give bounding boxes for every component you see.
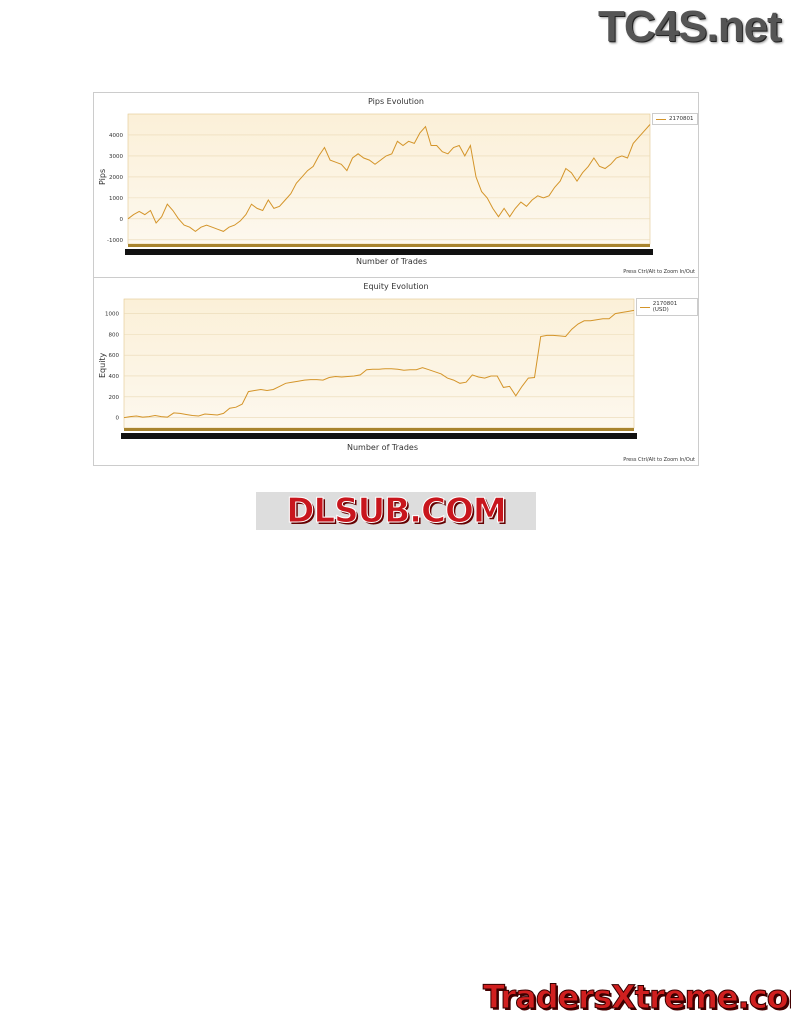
tc4s-logo: TC4S.net bbox=[598, 2, 782, 51]
y-tick-label: 3000 bbox=[109, 154, 123, 160]
y-tick-label: 1000 bbox=[109, 196, 123, 202]
chart-title: Equity Evolution bbox=[363, 282, 429, 291]
y-tick-label: 1000 bbox=[105, 312, 119, 318]
legend-label: 2170801 bbox=[669, 116, 694, 122]
chart-title: Pips Evolution bbox=[368, 97, 424, 106]
legend-swatch bbox=[656, 118, 666, 120]
y-tick-label: 2000 bbox=[109, 175, 123, 181]
series-line bbox=[123, 309, 635, 419]
y-tick-label: -1000 bbox=[107, 238, 123, 244]
x-axis-bar bbox=[124, 428, 634, 431]
legend-swatch bbox=[640, 306, 650, 308]
legend[interactable]: 2170801 (USD) bbox=[636, 298, 698, 316]
x-axis-bar bbox=[128, 244, 650, 247]
x-axis-label: Number of Trades bbox=[347, 443, 419, 452]
y-tick-label: 800 bbox=[109, 332, 120, 338]
legend[interactable]: 2170801 bbox=[652, 113, 698, 125]
pips-chart-panel: Pips Evolution Pips Number of Trades Pre… bbox=[93, 92, 699, 278]
tradersxtreme-logo: TradersXtreme.com bbox=[482, 978, 791, 1017]
y-tick-label: 0 bbox=[120, 217, 124, 223]
legend-label: 2170801 (USD) bbox=[652, 301, 678, 313]
dlsub-logo: DLSUB.COM bbox=[256, 491, 536, 532]
equity-chart-panel: Equity Evolution Equity Number of Trades… bbox=[93, 277, 699, 466]
series-line bbox=[127, 124, 651, 233]
zoom-hint: Press Ctrl/Alt to Zoom In/Out bbox=[623, 457, 695, 463]
y-tick-label: 400 bbox=[109, 374, 120, 380]
y-tick-label: 600 bbox=[109, 353, 120, 359]
y-tick-label: 200 bbox=[109, 395, 120, 401]
plot-area bbox=[127, 113, 651, 245]
equity-chart-svg[interactable]: 0 200 400 600 800 1000 bbox=[94, 278, 698, 465]
x-tick-labels bbox=[121, 433, 637, 439]
zoom-hint: Press Ctrl/Alt to Zoom In/Out bbox=[623, 269, 695, 275]
x-tick-labels bbox=[125, 249, 653, 255]
y-tick-label: 4000 bbox=[109, 133, 123, 139]
pips-chart-svg[interactable]: -1000 0 1000 2000 3000 4000 bbox=[94, 93, 698, 277]
plot-area bbox=[123, 298, 635, 429]
x-axis-label: Number of Trades bbox=[356, 257, 428, 266]
y-tick-label: 0 bbox=[116, 416, 120, 422]
